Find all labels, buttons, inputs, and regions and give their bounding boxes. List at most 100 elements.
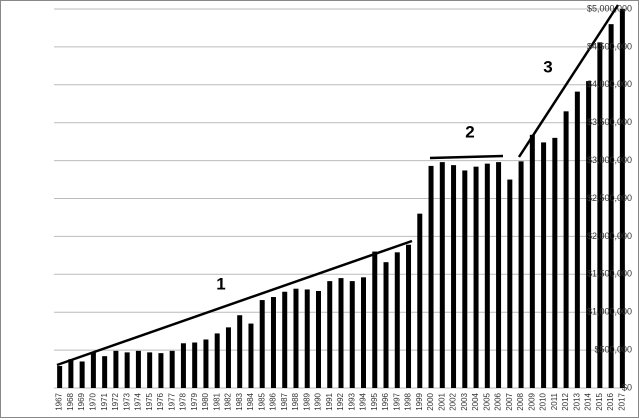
bar: [361, 277, 367, 388]
y-tick-label: $5,000,000: [587, 3, 632, 13]
x-tick-label: 1989: [302, 392, 311, 410]
bar: [57, 366, 63, 388]
x-tick-label: 2009: [527, 392, 536, 410]
bar: [451, 165, 457, 388]
x-tick-label: 1979: [190, 392, 199, 410]
bar: [102, 356, 108, 388]
bar: [394, 252, 400, 388]
x-tick-label: 2001: [437, 392, 446, 410]
x-tick-label: 2011: [550, 392, 559, 410]
x-tick-label: 2000: [426, 392, 435, 410]
y-tick-label: $500,000: [594, 344, 632, 354]
bar: [293, 288, 299, 388]
trend-line: [517, 4, 620, 158]
bar: [79, 361, 85, 388]
bar: [180, 343, 186, 388]
bar: [147, 352, 153, 388]
bar: [338, 278, 344, 388]
x-tick-label: 2013: [572, 392, 581, 410]
x-tick-label: 1974: [134, 392, 143, 410]
y-tick-label: $1,500,000: [587, 269, 632, 279]
bar: [529, 134, 535, 388]
bar: [135, 350, 141, 388]
x-tick-label: 2005: [482, 392, 491, 410]
bar: [597, 42, 603, 389]
x-tick-label: 1987: [280, 392, 289, 410]
x-tick-label: 1969: [77, 392, 86, 410]
x-tick-label: 1991: [325, 392, 334, 410]
bar: [563, 111, 569, 388]
bar: [192, 342, 198, 388]
x-tick-label: 1971: [100, 392, 109, 410]
y-tick-label: $1,000,000: [587, 307, 632, 317]
bar: [315, 290, 321, 388]
x-tick-label: 2008: [516, 392, 525, 410]
bar: [439, 162, 445, 388]
annotation: 2: [465, 122, 474, 141]
x-tick-label: 2017: [617, 392, 626, 410]
bar: [574, 91, 580, 388]
bar: [428, 165, 434, 388]
bar: [417, 213, 423, 388]
bar: [372, 251, 378, 388]
bars: [57, 9, 625, 389]
y-tick-label: $2,500,000: [587, 193, 632, 203]
x-tick-label: 1994: [359, 392, 368, 410]
bar: [68, 359, 74, 388]
bar: [484, 163, 490, 388]
bar: [586, 81, 592, 388]
x-tick-label: 2007: [505, 392, 514, 410]
x-tick-label: 1997: [392, 392, 401, 410]
x-tick-label: 1978: [179, 392, 188, 410]
bar: [304, 289, 310, 388]
trend-line: [429, 154, 504, 160]
bar: [248, 323, 254, 388]
y-tick-label: $3,000,000: [587, 155, 632, 165]
x-tick-label: 1967: [55, 392, 64, 410]
x-tick-label: 1993: [347, 392, 356, 410]
x-tick-label: 2006: [494, 392, 503, 410]
x-tick-label: 2004: [471, 392, 480, 410]
x-tick-label: 1990: [314, 392, 323, 410]
x-tick-label: 2014: [584, 392, 593, 410]
trend-line: [56, 239, 413, 367]
bar: [462, 170, 468, 388]
x-tick-label: 2015: [595, 392, 604, 410]
x-tick-label: 1970: [89, 392, 98, 410]
bar: [113, 350, 119, 388]
bar: [270, 297, 276, 388]
bar: [90, 352, 96, 388]
x-tick-label: 1980: [201, 392, 210, 410]
y-tick-label: $4,500,000: [587, 41, 632, 51]
x-tick-label: 1975: [145, 392, 154, 410]
y-tick-label: $3,500,000: [587, 117, 632, 127]
bar: [552, 137, 558, 388]
x-tick-label: 1992: [336, 392, 345, 410]
bar: [518, 161, 524, 388]
x-tick-label: 1984: [246, 392, 255, 410]
x-tick-label: 1973: [122, 392, 131, 410]
bar: [169, 350, 175, 388]
bar: [406, 244, 412, 388]
x-tick-label: 1996: [381, 392, 390, 410]
bar: [507, 179, 513, 388]
x-tick-label: 1995: [370, 392, 379, 410]
x-tick-label: 1976: [156, 392, 165, 410]
x-tick-label: 1981: [212, 392, 221, 410]
y-tick-label: $2,000,000: [587, 231, 632, 241]
x-tick-label: 1972: [111, 392, 120, 410]
x-tick-label: 1999: [415, 392, 424, 410]
bar: [327, 281, 333, 388]
bar: [349, 281, 355, 388]
bar: [225, 327, 231, 388]
trend-lines: [56, 4, 620, 367]
annotation: 1: [216, 274, 225, 293]
x-tick-label: 1977: [167, 392, 176, 410]
bar: [124, 352, 130, 388]
bar: [203, 339, 209, 388]
x-tick-label: 1988: [291, 392, 300, 410]
bar: [496, 162, 502, 388]
x-tick-label: 1982: [224, 392, 233, 410]
x-tick-label: 1986: [269, 392, 278, 410]
